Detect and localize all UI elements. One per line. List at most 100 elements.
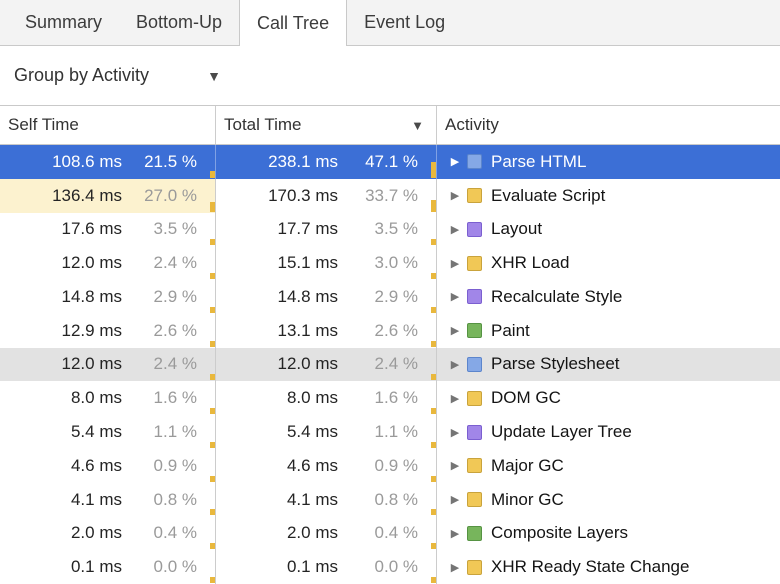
self-time-value: 5.4 ms [70,422,122,441]
activity-cell: ▶ XHR Ready State Change [437,550,780,584]
table-row[interactable]: 17.6 ms 3.5 % 17.7 ms 3.5 % ▶ Layout [0,212,780,247]
activity-label: Minor GC [491,489,564,509]
tab-call-tree[interactable]: Call Tree [239,0,348,46]
call-tree-rows: 108.6 ms 21.5 % 238.1 ms 47.1 % ▶ Parse HTML 1… [0,145,780,584]
activity-cell: ▶ Parse Stylesheet [437,348,780,382]
total-time-value: 14.8 ms [277,286,338,306]
disclosure-triangle-icon[interactable]: ▶ [450,156,460,169]
activity-label: DOM GC [491,388,561,408]
table-row[interactable]: 5.4 ms 1.1 % 5.4 ms 1.1 % ▶ Update Layer Tree [0,415,780,449]
disclosure-triangle-icon[interactable]: ▶ [450,527,460,540]
tab-event-log[interactable]: Event Log [364,12,446,32]
disclosure-triangle-icon[interactable]: ▶ [450,223,460,236]
category-swatch-rendering [467,221,482,237]
self-time-percent: 0.0 % [153,557,197,577]
activity-cell: ▶ Update Layer Tree [437,415,780,449]
activity-cell: ▶ DOM GC [437,381,780,415]
total-time-value: 17.7 ms [277,219,338,239]
total-time-value: 13.1 ms [277,320,338,340]
total-time-cell: 170.3 ms 33.7 % [216,178,437,213]
total-time-percent: 3.5 % [374,219,418,239]
disclosure-triangle-icon[interactable]: ▶ [450,494,460,507]
column-header-self-time[interactable]: Self Time [0,106,216,144]
tab-summary[interactable]: Summary [25,12,103,32]
column-header-activity[interactable]: Activity [437,106,780,144]
activity-cell: ▶ Evaluate Script [437,179,780,213]
table-row[interactable]: 8.0 ms 1.6 % 8.0 ms 1.6 % ▶ DOM GC [0,381,780,416]
column-header-total-time[interactable]: Total Time ▼ [216,106,437,144]
disclosure-triangle-icon[interactable]: ▶ [450,426,460,439]
self-time-value: 4.1 ms [70,489,122,509]
self-time-value: 136.4 ms [52,185,122,205]
disclosure-triangle-icon[interactable]: ▶ [450,325,460,338]
category-swatch-scripting [467,255,482,271]
self-time-cell: 4.1 ms 0.8 % [0,482,216,517]
category-swatch-loading [467,154,482,170]
activity-label: Evaluate Script [491,185,606,205]
total-time-percent: 2.9 % [374,286,418,306]
disclosure-triangle-icon[interactable]: ▶ [450,190,460,203]
self-time-value: 17.6 ms [61,219,122,239]
self-time-cell: 136.4 ms 27.0 % [0,178,216,213]
category-swatch-rendering [467,424,482,440]
percent-bar [210,576,215,583]
self-time-percent: 27.0 % [144,185,197,205]
self-time-percent: 0.4 % [153,523,197,543]
activity-cell: ▶ Recalculate Style [437,280,780,314]
self-time-percent: 2.4 % [153,354,197,374]
total-time-cell: 2.0 ms 0.4 % [216,516,437,551]
activity-label: Update Layer Tree [491,422,632,441]
percent-bar [210,374,215,381]
disclosure-triangle-icon[interactable]: ▶ [450,257,460,270]
disclosure-triangle-icon[interactable]: ▶ [450,392,460,405]
activity-label: Recalculate Style [491,286,623,306]
table-row[interactable]: 108.6 ms 21.5 % 238.1 ms 47.1 % ▶ Parse HTML [0,145,780,179]
self-time-value: 12.0 ms [61,253,122,273]
table-row[interactable]: 4.6 ms 0.9 % 4.6 ms 0.9 % ▶ Major GC [0,448,780,483]
self-time-value: 108.6 ms [52,151,122,171]
total-time-cell: 12.0 ms 2.4 % [216,347,437,382]
tab-bottom-up[interactable]: Bottom-Up [136,12,223,32]
percent-bar [210,239,215,246]
total-time-cell: 4.1 ms 0.8 % [216,482,437,517]
percent-bar [431,239,436,246]
percent-bar [431,576,436,583]
category-swatch-rendering [467,289,482,305]
table-row[interactable]: 12.9 ms 2.6 % 13.1 ms 2.6 % ▶ Paint [0,313,780,348]
table-row[interactable]: 2.0 ms 0.4 % 2.0 ms 0.4 % ▶ Composite Layers [0,516,780,551]
disclosure-triangle-icon[interactable]: ▶ [450,460,460,473]
total-time-percent: 0.8 % [374,489,418,509]
disclosure-triangle-icon[interactable]: ▶ [450,358,460,371]
total-time-value: 4.1 ms [286,489,338,509]
self-time-percent: 2.6 % [153,320,197,340]
category-swatch-loading [467,356,482,372]
self-time-percent: 2.9 % [153,286,197,306]
category-swatch-scripting [467,188,482,204]
total-time-cell: 14.8 ms 2.9 % [216,280,437,314]
table-row[interactable]: 12.0 ms 2.4 % 15.1 ms 3.0 % ▶ XHR Load [0,246,780,281]
total-time-value: 238.1 ms [268,151,338,171]
activity-label: Parse HTML [491,151,587,171]
total-time-value: 8.0 ms [286,388,338,408]
activity-label: Composite Layers [491,523,629,543]
total-time-percent: 1.6 % [374,388,418,408]
percent-bar [210,202,215,212]
category-swatch-painting [467,323,482,339]
disclosure-triangle-icon[interactable]: ▶ [450,291,460,304]
table-row[interactable]: 0.1 ms 0.0 % 0.1 ms 0.0 % ▶ XHR Ready State C… [0,550,780,584]
table-row[interactable]: 136.4 ms 27.0 % 170.3 ms 33.7 % ▶ Evaluate Sc… [0,178,780,213]
table-row[interactable]: 12.0 ms 2.4 % 12.0 ms 2.4 % ▶ Parse Styleshee… [0,347,780,382]
table-row[interactable]: 14.8 ms 2.9 % 14.8 ms 2.9 % ▶ Recalculate Sty… [0,280,780,314]
percent-bar [431,543,436,550]
total-time-value: 15.1 ms [277,253,338,273]
self-time-cell: 0.1 ms 0.0 % [0,550,216,584]
group-by-select[interactable]: Group by Activity ▼ [14,65,221,86]
disclosure-triangle-icon[interactable]: ▶ [450,561,460,574]
table-row[interactable]: 4.1 ms 0.8 % 4.1 ms 0.8 % ▶ Minor GC [0,482,780,517]
total-time-percent: 33.7 % [365,185,418,205]
total-time-percent: 47.1 % [365,151,418,171]
total-time-cell: 13.1 ms 2.6 % [216,313,437,348]
self-time-percent: 0.8 % [153,489,197,509]
percent-bar [431,441,436,448]
percent-bar [210,306,215,313]
